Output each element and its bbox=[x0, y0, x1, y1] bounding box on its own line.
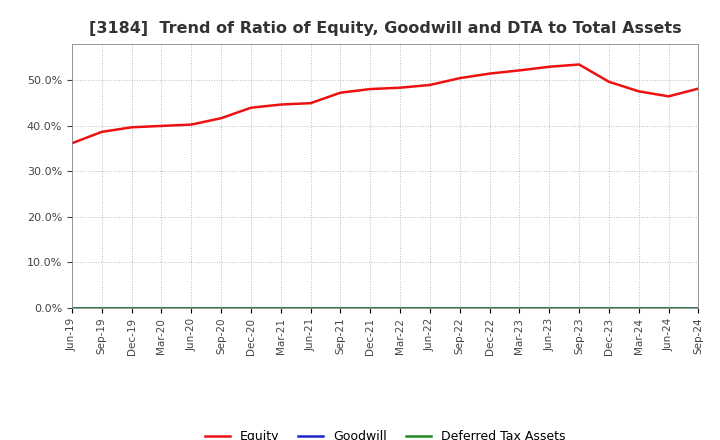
Goodwill bbox=[97, 305, 106, 311]
Equity bbox=[336, 90, 345, 95]
Equity bbox=[575, 62, 583, 67]
Goodwill bbox=[366, 305, 374, 311]
Deferred Tax Assets bbox=[426, 305, 434, 311]
Equity bbox=[634, 89, 643, 94]
Deferred Tax Assets bbox=[306, 305, 315, 311]
Equity bbox=[515, 68, 523, 73]
Deferred Tax Assets bbox=[187, 305, 196, 311]
Goodwill bbox=[217, 305, 225, 311]
Equity bbox=[426, 82, 434, 88]
Goodwill bbox=[634, 305, 643, 311]
Goodwill bbox=[665, 305, 673, 311]
Goodwill bbox=[605, 305, 613, 311]
Equity bbox=[247, 105, 256, 110]
Goodwill bbox=[396, 305, 405, 311]
Deferred Tax Assets bbox=[217, 305, 225, 311]
Equity bbox=[485, 71, 494, 76]
Equity bbox=[157, 123, 166, 128]
Equity bbox=[306, 100, 315, 106]
Title: [3184]  Trend of Ratio of Equity, Goodwill and DTA to Total Assets: [3184] Trend of Ratio of Equity, Goodwil… bbox=[89, 21, 682, 36]
Deferred Tax Assets bbox=[68, 305, 76, 311]
Equity bbox=[276, 102, 285, 107]
Equity bbox=[396, 85, 405, 90]
Deferred Tax Assets bbox=[515, 305, 523, 311]
Equity bbox=[545, 64, 554, 70]
Goodwill bbox=[247, 305, 256, 311]
Deferred Tax Assets bbox=[545, 305, 554, 311]
Deferred Tax Assets bbox=[485, 305, 494, 311]
Goodwill bbox=[575, 305, 583, 311]
Legend: Equity, Goodwill, Deferred Tax Assets: Equity, Goodwill, Deferred Tax Assets bbox=[200, 425, 570, 440]
Goodwill bbox=[68, 305, 76, 311]
Deferred Tax Assets bbox=[634, 305, 643, 311]
Equity bbox=[68, 141, 76, 146]
Goodwill bbox=[485, 305, 494, 311]
Goodwill bbox=[456, 305, 464, 311]
Deferred Tax Assets bbox=[157, 305, 166, 311]
Goodwill bbox=[426, 305, 434, 311]
Equity bbox=[97, 129, 106, 135]
Equity bbox=[217, 116, 225, 121]
Goodwill bbox=[515, 305, 523, 311]
Deferred Tax Assets bbox=[456, 305, 464, 311]
Deferred Tax Assets bbox=[247, 305, 256, 311]
Goodwill bbox=[336, 305, 345, 311]
Equity bbox=[366, 86, 374, 92]
Deferred Tax Assets bbox=[605, 305, 613, 311]
Equity bbox=[665, 94, 673, 99]
Goodwill bbox=[545, 305, 554, 311]
Deferred Tax Assets bbox=[276, 305, 285, 311]
Goodwill bbox=[694, 305, 703, 311]
Line: Equity: Equity bbox=[72, 65, 698, 143]
Equity bbox=[127, 125, 136, 130]
Deferred Tax Assets bbox=[694, 305, 703, 311]
Equity bbox=[605, 79, 613, 84]
Equity bbox=[694, 86, 703, 91]
Deferred Tax Assets bbox=[97, 305, 106, 311]
Deferred Tax Assets bbox=[336, 305, 345, 311]
Equity bbox=[187, 122, 196, 127]
Deferred Tax Assets bbox=[366, 305, 374, 311]
Deferred Tax Assets bbox=[575, 305, 583, 311]
Goodwill bbox=[187, 305, 196, 311]
Goodwill bbox=[157, 305, 166, 311]
Goodwill bbox=[306, 305, 315, 311]
Equity bbox=[456, 76, 464, 81]
Deferred Tax Assets bbox=[665, 305, 673, 311]
Goodwill bbox=[276, 305, 285, 311]
Deferred Tax Assets bbox=[396, 305, 405, 311]
Goodwill bbox=[127, 305, 136, 311]
Deferred Tax Assets bbox=[127, 305, 136, 311]
